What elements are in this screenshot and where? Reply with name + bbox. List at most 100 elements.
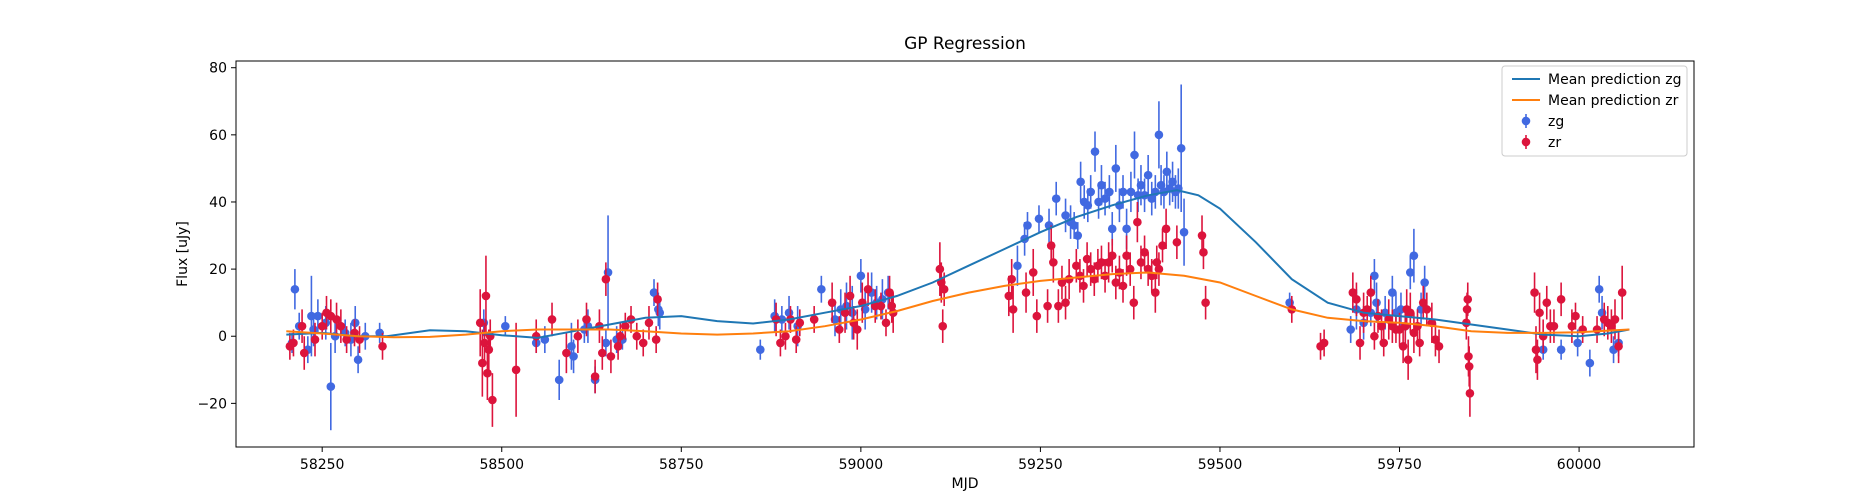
plot-area-frame <box>235 60 1695 448</box>
data-point <box>1172 237 1182 247</box>
data-point <box>1617 288 1627 297</box>
x-tick-label: 59750 <box>1377 457 1422 473</box>
data-point <box>378 342 387 351</box>
legend-marker-swatch <box>1521 137 1531 147</box>
data-point <box>597 348 607 358</box>
data-point <box>1079 281 1088 291</box>
data-point <box>1007 274 1016 284</box>
data-point <box>1409 251 1419 260</box>
data-point <box>1090 147 1100 156</box>
data-point <box>1143 170 1153 180</box>
data-point <box>569 352 578 361</box>
data-point <box>651 335 661 344</box>
data-point <box>809 315 819 324</box>
data-point <box>1061 298 1070 307</box>
data-point <box>1061 211 1070 220</box>
legend-box <box>1501 65 1688 157</box>
data-point <box>1097 180 1106 190</box>
data-point <box>1082 254 1092 264</box>
chart-title: GP Regression <box>904 34 1026 54</box>
data-point <box>353 355 363 365</box>
data-point <box>481 291 491 301</box>
x-tick-label: 60000 <box>1557 457 1602 473</box>
data-point <box>1034 214 1044 224</box>
legend-item-zg: zg <box>1521 114 1564 130</box>
data-point <box>1398 342 1408 351</box>
data-point <box>1154 130 1164 140</box>
data-point <box>1049 258 1058 267</box>
x-tick-label: 58250 <box>300 457 345 473</box>
legend-label: Mean prediction zg <box>1548 72 1682 88</box>
data-point <box>1122 224 1131 234</box>
legend-label: Mean prediction zr <box>1548 93 1679 109</box>
data-point <box>1118 187 1128 197</box>
data-point <box>1370 331 1379 341</box>
data-point <box>1406 308 1415 318</box>
data-point <box>1355 338 1365 348</box>
data-point <box>313 311 323 321</box>
data-point <box>601 338 611 348</box>
data-point <box>1607 321 1616 331</box>
data-point <box>1549 321 1559 331</box>
data-point <box>336 321 346 331</box>
y-tick-label: 80 <box>209 61 227 77</box>
data-point <box>1008 305 1018 314</box>
legend-item-mean-prediction-zr: Mean prediction zr <box>1512 93 1679 109</box>
data-point <box>1021 288 1031 297</box>
data-point <box>856 271 866 281</box>
data-point <box>845 291 855 301</box>
data-point <box>501 321 510 331</box>
data-point <box>1147 194 1157 203</box>
data-layer <box>285 84 1630 431</box>
legend-item-zr: zr <box>1521 135 1561 151</box>
y-axis: −20 0 20 40 60 80 <box>197 61 236 412</box>
data-point <box>1585 358 1595 368</box>
data-point <box>1130 150 1139 160</box>
data-point <box>1158 241 1167 250</box>
data-point <box>852 325 862 334</box>
data-point <box>1118 281 1128 291</box>
data-point <box>638 338 648 348</box>
data-point <box>1072 261 1081 271</box>
legend: Mean prediction zg Mean prediction zr zg zr <box>1501 65 1688 157</box>
data-point <box>1126 187 1136 197</box>
data-point <box>355 335 364 344</box>
data-point <box>342 335 351 344</box>
data-point <box>547 315 557 324</box>
data-point <box>478 358 487 368</box>
data-point <box>1352 295 1361 304</box>
data-point <box>1089 274 1099 284</box>
data-point <box>776 338 785 348</box>
data-point <box>1533 355 1542 365</box>
data-point <box>1023 221 1032 230</box>
data-point <box>1556 345 1566 354</box>
data-point <box>1362 305 1372 314</box>
data-point <box>653 295 662 304</box>
line-mean-prediction-zg <box>286 189 1630 339</box>
data-point <box>1073 231 1083 240</box>
data-point <box>1151 288 1160 297</box>
data-point <box>1370 271 1379 281</box>
data-point <box>511 365 521 375</box>
data-point <box>835 325 844 334</box>
data-point <box>1154 264 1164 274</box>
data-point <box>1366 288 1376 297</box>
data-point <box>484 345 494 354</box>
data-point <box>935 264 945 274</box>
data-point <box>632 331 642 341</box>
data-point <box>1097 258 1106 267</box>
y-tick-label: 0 <box>218 329 227 345</box>
data-point <box>1199 248 1208 257</box>
data-point <box>1420 278 1429 287</box>
data-point <box>876 301 886 311</box>
data-point <box>310 335 320 344</box>
data-point <box>554 375 564 385</box>
data-point <box>1434 342 1444 351</box>
legend-label: zg <box>1548 114 1564 130</box>
data-point <box>1388 288 1397 297</box>
data-point <box>1201 298 1210 307</box>
data-point <box>1125 264 1135 274</box>
data-point <box>1403 355 1413 365</box>
line-mean-prediction-zr <box>286 271 1630 339</box>
